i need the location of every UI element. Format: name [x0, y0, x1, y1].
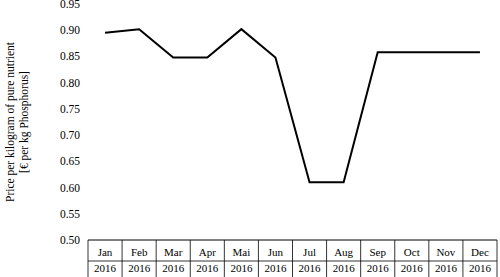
x-tick-label-part: Feb: [131, 246, 148, 258]
x-tick-label-part: Oct: [404, 246, 420, 258]
y-tick-label: 0.75: [60, 103, 80, 115]
x-tick-label-part: Nov: [436, 246, 455, 258]
y-axis-label: [€ per kg Phosphorus]: [18, 71, 31, 173]
y-tick-label: 0.60: [60, 182, 80, 194]
x-tick-label: Aug 2016: [333, 246, 356, 274]
x-tick-label-part: 2016: [264, 262, 287, 274]
category-separator: [428, 240, 429, 277]
y-tick-label: 0.95: [60, 0, 80, 10]
y-tick-label: 0.55: [60, 208, 80, 220]
x-tick-label-part: 2016: [401, 262, 424, 274]
y-tick-label: 0.90: [60, 24, 80, 36]
x-tick-label-part: 2016: [299, 262, 322, 274]
x-tick-label-part: 2016: [230, 262, 253, 274]
category-row-separator: [88, 261, 497, 262]
x-tick-label-part: 2016: [435, 262, 458, 274]
category-separator: [258, 240, 259, 277]
x-tick-label-part: 2016: [367, 262, 390, 274]
category-separator: [326, 240, 327, 277]
x-tick-label: Oct 2016: [401, 246, 424, 274]
x-tick-label-part: Jul: [303, 246, 316, 258]
x-tick-label-part: Sep: [369, 246, 386, 258]
x-tick-label-part: Apr: [199, 246, 216, 258]
category-separator: [224, 240, 225, 277]
data-line: [105, 29, 480, 182]
x-tick-label: Feb 2016: [128, 246, 151, 274]
category-separator: [462, 240, 463, 277]
chart: 0.50 0.55 0.60 0.65 0.70 0.75 0.80 0.85 0.90 0.95…: [0, 0, 500, 277]
x-tick-label-part: Dec: [471, 246, 489, 258]
x-tick-label: Mai 2016: [230, 246, 253, 274]
y-tick-label: 0.65: [60, 155, 80, 167]
category-separator: [122, 240, 123, 277]
x-tick-label: Dec 2016: [469, 246, 492, 274]
category-separator: [190, 240, 191, 277]
x-tick-label: Sep 2016: [367, 246, 390, 274]
x-tick-label-part: 2016: [94, 262, 117, 274]
category-separator: [497, 240, 498, 277]
x-tick-label: Jan 2016: [94, 246, 117, 274]
y-tick-label: 0.80: [60, 77, 80, 89]
x-tick-label: Jul 2016: [299, 246, 322, 274]
category-separator: [360, 240, 361, 277]
category-separator: [292, 240, 293, 277]
x-tick-label-part: Aug: [334, 246, 353, 258]
y-tick-label: 0.85: [60, 50, 80, 62]
y-tick-label: 0.50: [60, 234, 80, 246]
y-axis-label: Price per kilogram of pure nutrient: [4, 41, 17, 202]
x-tick-label-part: 2016: [333, 262, 356, 274]
x-tick-label: Apr 2016: [196, 246, 219, 274]
x-tick-label-part: 2016: [469, 262, 492, 274]
category-separator: [394, 240, 395, 277]
x-tick-label-part: Mai: [233, 246, 251, 258]
x-tick-label: Nov 2016: [435, 246, 458, 274]
x-tick-label-part: Jun: [268, 246, 284, 258]
x-tick-label-part: 2016: [128, 262, 151, 274]
category-separator: [88, 240, 89, 277]
x-tick-label: Jun 2016: [264, 246, 287, 274]
x-tick-label-part: 2016: [162, 262, 185, 274]
x-tick-label-part: Mar: [164, 246, 183, 258]
x-tick-label: Mar 2016: [162, 246, 185, 274]
plot-area: [105, 29, 480, 182]
y-tick-label: 0.70: [60, 129, 80, 141]
category-separator: [156, 240, 157, 277]
x-tick-label-part: Jan: [98, 246, 113, 258]
x-tick-label-part: 2016: [196, 262, 219, 274]
